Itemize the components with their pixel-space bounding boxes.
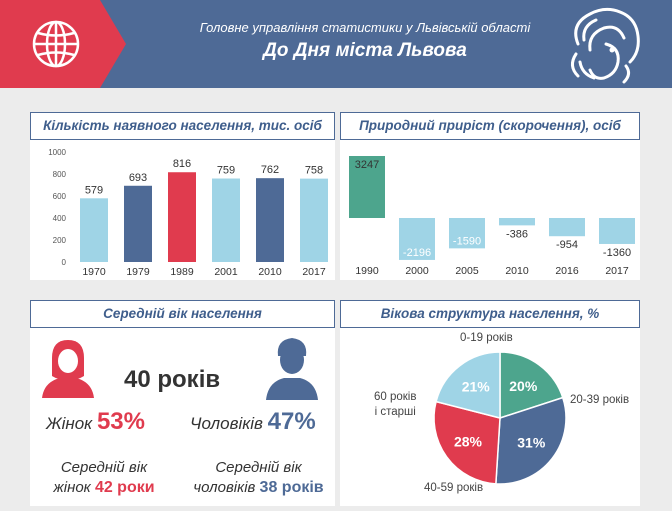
women-percent: 53% (96, 408, 145, 435)
x-tick-label: 1970 (82, 266, 106, 278)
y-tick-label: 200 (53, 236, 67, 245)
men-average-age-value: 38 років (259, 479, 324, 496)
men-share-line: Чоловіків 47% (190, 408, 316, 436)
x-tick-label: 1979 (126, 266, 150, 278)
lion-logo (571, 7, 640, 84)
population-chart: 0 200 400 600 800 1000 579 1970 693 1979 816 1989 75… (48, 148, 328, 278)
population-value-label: 759 (217, 165, 235, 177)
natural-growth-chart: 3247 1990 -2196 2000 -1590 2005 -386 2010 -954 20… (349, 156, 635, 277)
women-share-line: Жінок 53% (46, 408, 145, 436)
natural-growth-bar (549, 218, 585, 237)
pie-value-label: 21% (462, 379, 491, 395)
natural-growth-value-label: -1590 (453, 235, 481, 247)
natural-growth-bar (599, 218, 635, 244)
pie-value-label: 20% (509, 378, 538, 394)
x-tick-label: 2016 (555, 265, 579, 277)
men-average-age-line1: Середній вік (215, 459, 302, 476)
population-value-label: 762 (261, 164, 279, 176)
population-value-label: 758 (305, 165, 323, 177)
y-tick-label: 1000 (48, 148, 66, 157)
population-bar (300, 178, 328, 262)
pie-label-60-plus-line2: і старші (374, 406, 416, 418)
header-title: До Дня міста Львова (263, 40, 467, 61)
globe-icon (32, 20, 80, 68)
population-bar (212, 178, 240, 262)
age-structure-panel-title: Вікова структура населення, % (340, 300, 640, 328)
population-value-label: 816 (173, 158, 191, 170)
pie-slice (499, 351, 564, 420)
men-average-age-line2: чоловіків 38 років (186, 478, 331, 498)
pie-label-40-59: 40-59 років (424, 482, 484, 494)
population-bar (256, 178, 284, 262)
population-bar (168, 172, 196, 262)
y-tick-label: 800 (53, 170, 67, 179)
x-tick-label: 2000 (405, 265, 429, 277)
average-age-panel-title: Середній вік населення (30, 300, 335, 328)
men-average-age: Середній вік чоловіків 38 років (186, 458, 331, 498)
men-label: Чоловіків (190, 414, 263, 433)
x-tick-label: 1989 (170, 266, 194, 278)
x-tick-label: 2005 (455, 265, 479, 277)
natural-growth-value-label: -1360 (603, 247, 631, 259)
woman-icon (42, 340, 94, 398)
natural-growth-value-label: -954 (556, 239, 578, 251)
age-structure-pie: 20% 31% 28% 21% (433, 351, 567, 485)
natural-growth-bar (349, 156, 385, 218)
average-age-total: 40 років (124, 366, 221, 393)
women-average-age-line1: Середній вік (60, 459, 148, 476)
x-tick-label: 2010 (258, 266, 282, 278)
natural-growth-bar (399, 218, 435, 260)
pie-slice (495, 396, 567, 485)
x-tick-label: 2010 (505, 265, 529, 277)
age-structure-panel: 20% 31% 28% 21% (340, 328, 640, 506)
population-value-label: 693 (129, 172, 147, 184)
pie-value-label: 28% (454, 433, 483, 449)
natural-growth-panel: 3247 1990 -2196 2000 -1590 2005 -386 2010 -954 20… (340, 140, 640, 280)
population-bar (124, 185, 152, 262)
pie-slice (433, 400, 501, 485)
y-tick-label: 0 (62, 258, 67, 267)
pie-label-0-19: 0-19 років (460, 332, 513, 344)
population-panel: 0 200 400 600 800 1000 579 1970 693 1979 816 1989 75… (30, 140, 335, 280)
x-tick-label: 2017 (605, 265, 629, 277)
women-average-age-line2: жінок 42 роки (40, 478, 168, 498)
men-percent: 47% (267, 408, 316, 435)
population-bar (80, 198, 108, 262)
women-average-age-label: жінок (53, 479, 91, 496)
natural-growth-value-label: -386 (506, 228, 528, 240)
natural-growth-value-label: -2196 (403, 247, 431, 259)
population-panel-title: Кількість наявного населення, тис. осіб (30, 112, 335, 140)
x-tick-label: 2001 (214, 266, 238, 278)
natural-growth-bar (499, 218, 535, 226)
natural-growth-value-label: 3247 (355, 159, 379, 171)
natural-growth-bar (449, 218, 485, 249)
pie-label-60-plus: 60 років і старші (374, 390, 416, 420)
header-subtitle: Головне управління статистики у Львівськ… (199, 20, 531, 35)
men-average-age-label: чоловіків (193, 479, 256, 496)
women-average-age-value: 42 роки (94, 479, 155, 496)
natural-growth-panel-title: Природний приріст (скорочення), осіб (340, 112, 640, 140)
y-tick-label: 400 (53, 214, 67, 223)
women-label: Жінок (46, 414, 93, 433)
x-tick-label: 1990 (355, 265, 379, 277)
pie-value-label: 31% (517, 434, 546, 450)
header-banner: Головне управління статистики у Львівськ… (0, 0, 672, 88)
man-icon (266, 338, 318, 400)
pie-slice (435, 351, 501, 419)
population-value-label: 579 (85, 184, 103, 196)
y-tick-label: 600 (53, 192, 67, 201)
x-tick-label: 2017 (302, 266, 326, 278)
pie-label-60-plus-line1: 60 років (374, 391, 417, 403)
pie-label-20-39: 20-39 років (570, 394, 630, 406)
women-average-age: Середній вік жінок 42 роки (40, 458, 168, 498)
